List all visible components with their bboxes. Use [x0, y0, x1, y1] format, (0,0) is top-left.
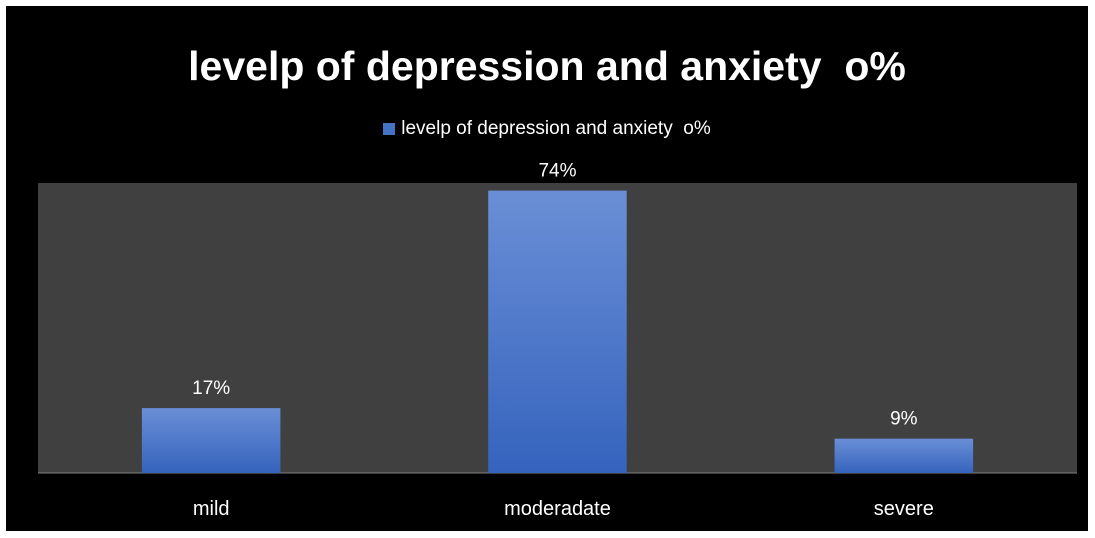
legend-swatch — [383, 123, 396, 135]
chart-legend: levelp of depression and anxiety o% — [6, 117, 1088, 141]
bar-severe — [834, 438, 974, 473]
category-label-severe: severe — [874, 498, 934, 520]
bar-moderadate — [488, 190, 627, 473]
bar-mild — [141, 408, 281, 473]
category-label-mild: mild — [193, 498, 230, 520]
data-label-severe: 9% — [890, 409, 918, 430]
category-label-moderadate: moderadate — [504, 498, 611, 520]
bars-layer — [141, 190, 974, 473]
chart-frame: levelp of depression and anxiety o% leve… — [6, 6, 1088, 531]
bar-chart: 17% 74% 9% mild moderadate severe — [38, 161, 1077, 520]
legend-label: levelp of depression and anxiety o% — [401, 118, 711, 139]
category-labels-layer: mild moderadate severe — [193, 498, 934, 520]
chart-title: levelp of depression and anxiety o% — [188, 43, 906, 89]
data-label-mild: 17% — [192, 378, 230, 399]
data-labels-layer: 17% 74% 9% — [192, 161, 917, 430]
data-label-moderadate: 74% — [538, 161, 576, 182]
